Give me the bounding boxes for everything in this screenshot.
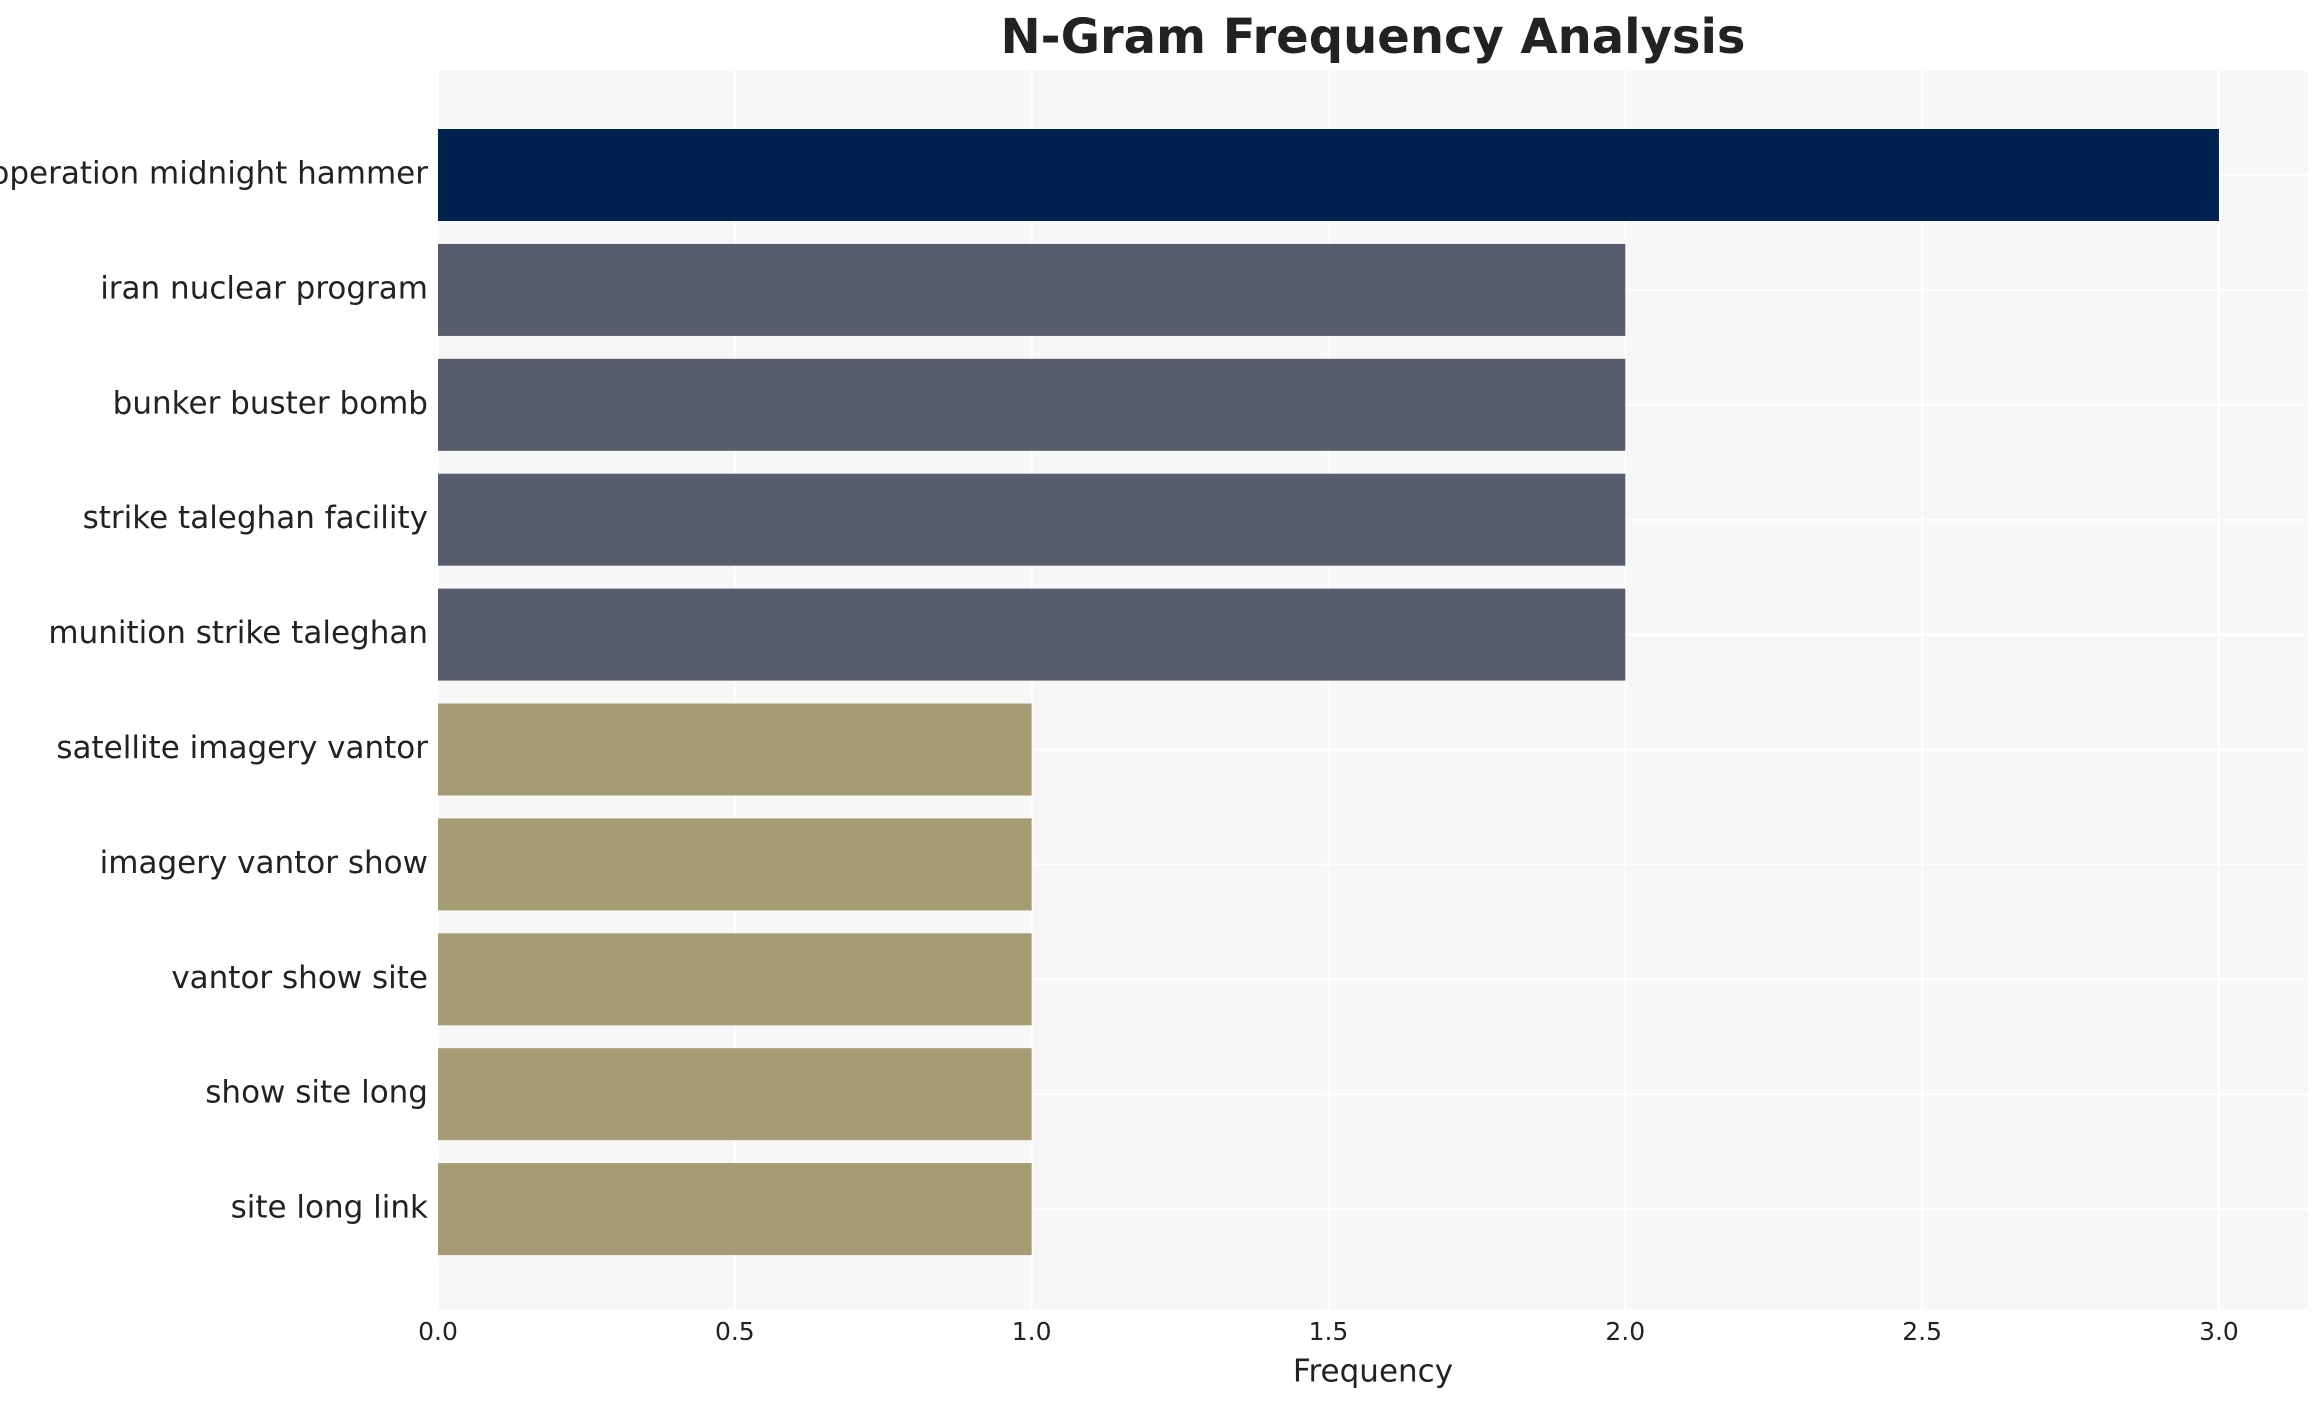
- x-tick-label: 2.0: [1605, 1317, 1645, 1346]
- y-tick-label: imagery vantor show: [100, 845, 428, 881]
- bar: [438, 1048, 1032, 1141]
- x-axis-label: Frequency: [1293, 1354, 1453, 1390]
- bar: [438, 818, 1032, 911]
- bar: [438, 358, 1626, 451]
- x-tick-label: 1.5: [1309, 1317, 1349, 1346]
- bar: [438, 129, 2219, 221]
- y-tick-label: site long link: [231, 1190, 428, 1226]
- y-tick-label: satellite imagery vantor: [56, 730, 428, 766]
- y-tick-label: bunker buster bomb: [113, 385, 428, 421]
- y-tick-label: show site long: [205, 1075, 428, 1111]
- x-tick-label: 0.0: [418, 1317, 458, 1346]
- x-tick-label: 3.0: [2199, 1317, 2239, 1346]
- y-tick-label: iran nuclear program: [100, 270, 428, 306]
- bar: [438, 588, 1626, 681]
- y-tick-label: munition strike taleghan: [48, 615, 428, 651]
- x-tick-label: 1.0: [1012, 1317, 1052, 1346]
- bar: [438, 473, 1626, 566]
- chart-title: N-Gram Frequency Analysis: [1001, 9, 1746, 65]
- x-tick-label: 2.5: [1902, 1317, 1942, 1346]
- bar: [438, 243, 1626, 336]
- y-tick-label: operation midnight hammer: [0, 156, 428, 192]
- y-tick-label: strike taleghan facility: [83, 500, 428, 536]
- bar: [438, 933, 1032, 1026]
- y-tick-label: vantor show site: [171, 960, 428, 996]
- bar: [438, 1163, 1032, 1256]
- bar: [438, 703, 1032, 796]
- x-tick-label: 0.5: [715, 1317, 755, 1346]
